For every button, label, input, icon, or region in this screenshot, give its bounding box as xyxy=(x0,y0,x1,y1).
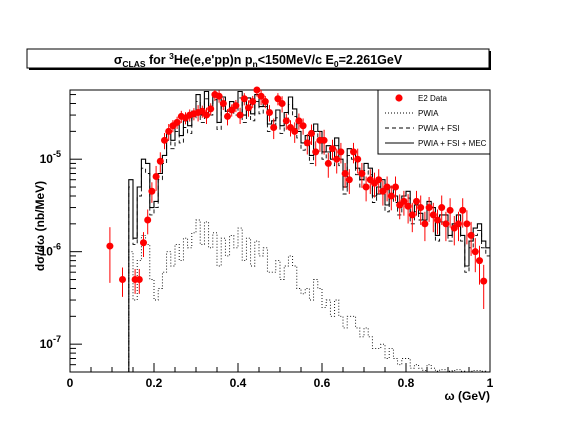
data-point xyxy=(345,176,353,184)
data-point xyxy=(455,220,462,228)
data-point xyxy=(173,118,181,126)
data-point xyxy=(165,127,173,135)
data-point xyxy=(207,105,215,113)
x-tick-label: 0.2 xyxy=(146,376,163,390)
chart-title-box: σCLAS for 3He(e,e'pp)n pn<150MeV/c E0=2.… xyxy=(26,48,491,70)
data-point xyxy=(438,204,446,212)
data-point xyxy=(459,206,467,214)
y-tick-label: 10-5 xyxy=(40,149,61,166)
data-layer xyxy=(106,86,488,309)
y-tick-label: 10-7 xyxy=(40,334,61,351)
title-frame xyxy=(26,48,490,69)
data-point xyxy=(429,211,437,219)
legend-label-data: E2 Data xyxy=(418,94,447,103)
y-tick-label: 10-6 xyxy=(40,242,61,259)
data-point xyxy=(341,170,349,178)
data-point xyxy=(236,111,244,119)
x-tick-label: 0.4 xyxy=(230,376,247,390)
data-point xyxy=(467,231,475,239)
data-point xyxy=(203,111,210,119)
data-point xyxy=(312,148,320,156)
legend: E2 Data PWIA PWIA + FSI PWIA + FSI + MEC xyxy=(377,89,491,155)
data-point xyxy=(219,100,227,108)
data-point xyxy=(354,155,362,163)
x-axis-label: ω (GeV) xyxy=(445,389,490,403)
data-point xyxy=(148,187,156,195)
data-point xyxy=(383,183,391,191)
y-axis-label: dσ/dω (nb/MeV) xyxy=(33,181,47,271)
data-point xyxy=(295,117,303,125)
data-point xyxy=(413,197,420,205)
data-point xyxy=(156,157,164,165)
data-point xyxy=(392,183,399,191)
x-tick-label: 1 xyxy=(487,376,494,390)
data-point xyxy=(245,104,252,112)
x-tick-label: 0.6 xyxy=(314,376,331,390)
data-point xyxy=(333,155,341,163)
data-point xyxy=(417,204,425,212)
data-point xyxy=(215,92,223,100)
data-point xyxy=(421,220,429,228)
data-point xyxy=(446,206,454,214)
data-point xyxy=(135,276,143,284)
data-point xyxy=(329,145,336,153)
data-point xyxy=(249,98,257,106)
legend-label-fsi: PWIA + FSI xyxy=(418,124,460,133)
data-point xyxy=(299,122,307,130)
data-point xyxy=(337,148,345,156)
data-point xyxy=(350,148,357,156)
data-point xyxy=(144,216,152,224)
data-point xyxy=(140,239,147,247)
data-point xyxy=(224,112,231,120)
legend-label-mec: PWIA + FSI + MEC xyxy=(418,139,487,148)
data-point xyxy=(480,277,488,285)
legend-label-pwia: PWIA xyxy=(418,109,439,118)
legend-marker-data xyxy=(395,94,403,102)
data-point xyxy=(324,159,332,167)
data-point xyxy=(476,257,483,265)
data-point xyxy=(257,92,265,100)
data-point xyxy=(228,106,236,114)
data-point xyxy=(463,220,471,228)
data-point xyxy=(471,248,479,256)
data-point xyxy=(358,170,366,178)
data-point xyxy=(408,211,416,219)
data-point xyxy=(278,100,286,108)
data-point xyxy=(425,204,433,212)
data-point xyxy=(232,102,240,110)
data-point xyxy=(434,216,441,224)
data-point xyxy=(387,192,395,200)
data-point xyxy=(253,86,261,94)
data-point xyxy=(106,242,114,250)
data-point xyxy=(274,95,282,103)
data-point xyxy=(291,127,299,135)
axes-layer: 0 0.2 0.4 0.6 0.8 1 10-7 10-6 10-5 xyxy=(40,94,494,390)
data-point xyxy=(404,202,412,210)
data-point xyxy=(240,95,248,103)
x-tick-label: 0.8 xyxy=(398,376,415,390)
data-point xyxy=(308,129,315,137)
data-point xyxy=(261,98,269,106)
series-line-pwia xyxy=(128,219,490,373)
data-point xyxy=(282,117,290,125)
data-point xyxy=(119,276,126,284)
series-line-pwia-fsi xyxy=(128,97,490,372)
data-point xyxy=(270,124,278,132)
data-point xyxy=(362,183,370,191)
data-point xyxy=(303,139,311,147)
data-point xyxy=(161,136,168,144)
data-point xyxy=(266,108,273,116)
x-tick-label: 0 xyxy=(67,376,74,390)
chart-title: σCLAS for 3He(e,e'pp)n pn<150MeV/c E0=2.… xyxy=(114,51,403,69)
data-point xyxy=(442,220,450,228)
data-point xyxy=(320,136,328,144)
data-point xyxy=(375,176,383,184)
data-point xyxy=(152,172,160,180)
data-point xyxy=(400,197,408,205)
